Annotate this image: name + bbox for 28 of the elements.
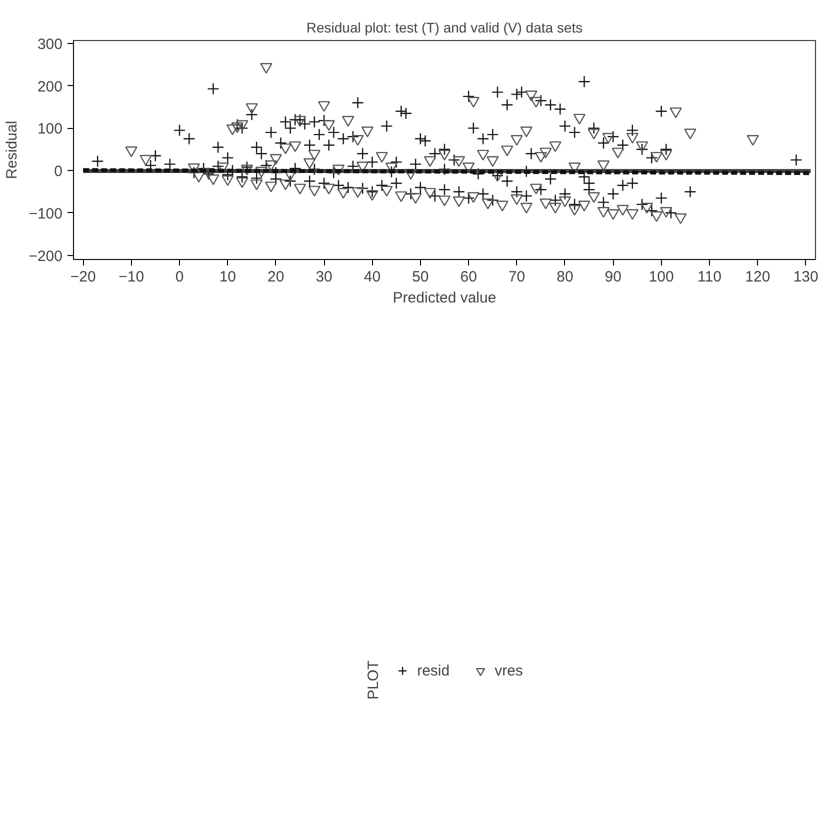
x-tick-label: 30 xyxy=(316,268,332,286)
x-tick-label: 100 xyxy=(648,268,674,286)
x-tick-label: 40 xyxy=(364,268,381,286)
y-tick-label: −200 xyxy=(28,248,63,265)
x-tick-label: 20 xyxy=(268,268,284,286)
y-axis-title: Residual xyxy=(4,120,21,180)
legend-label: resid xyxy=(417,662,450,680)
legend-title: PLOT xyxy=(365,660,382,700)
x-axis-title: Predicted value xyxy=(392,290,496,306)
legend-label: vres xyxy=(494,662,523,680)
y-tick-label: 200 xyxy=(37,78,63,96)
x-tick-label: 90 xyxy=(604,268,622,286)
x-tick-label: 50 xyxy=(412,268,429,286)
x-tick-label: 10 xyxy=(219,268,236,286)
y-tick-label: −100 xyxy=(28,205,63,222)
x-tick-label: −10 xyxy=(118,268,144,286)
x-tick-label: 60 xyxy=(460,268,477,286)
x-tick-label: 70 xyxy=(508,268,526,286)
x-tick-label: −20 xyxy=(70,268,96,286)
y-tick-label: 0 xyxy=(54,163,62,180)
y-tick-label: 100 xyxy=(37,120,63,138)
x-tick-label: 130 xyxy=(793,268,818,286)
x-tick-label: 120 xyxy=(745,268,770,286)
y-tick-label: 300 xyxy=(37,36,63,53)
x-tick-label: 80 xyxy=(556,268,574,286)
chart-title: Residual plot: test (T) and valid (V) data sets xyxy=(306,20,583,36)
x-tick-label: 0 xyxy=(175,268,184,286)
x-tick-label: 110 xyxy=(698,268,722,286)
